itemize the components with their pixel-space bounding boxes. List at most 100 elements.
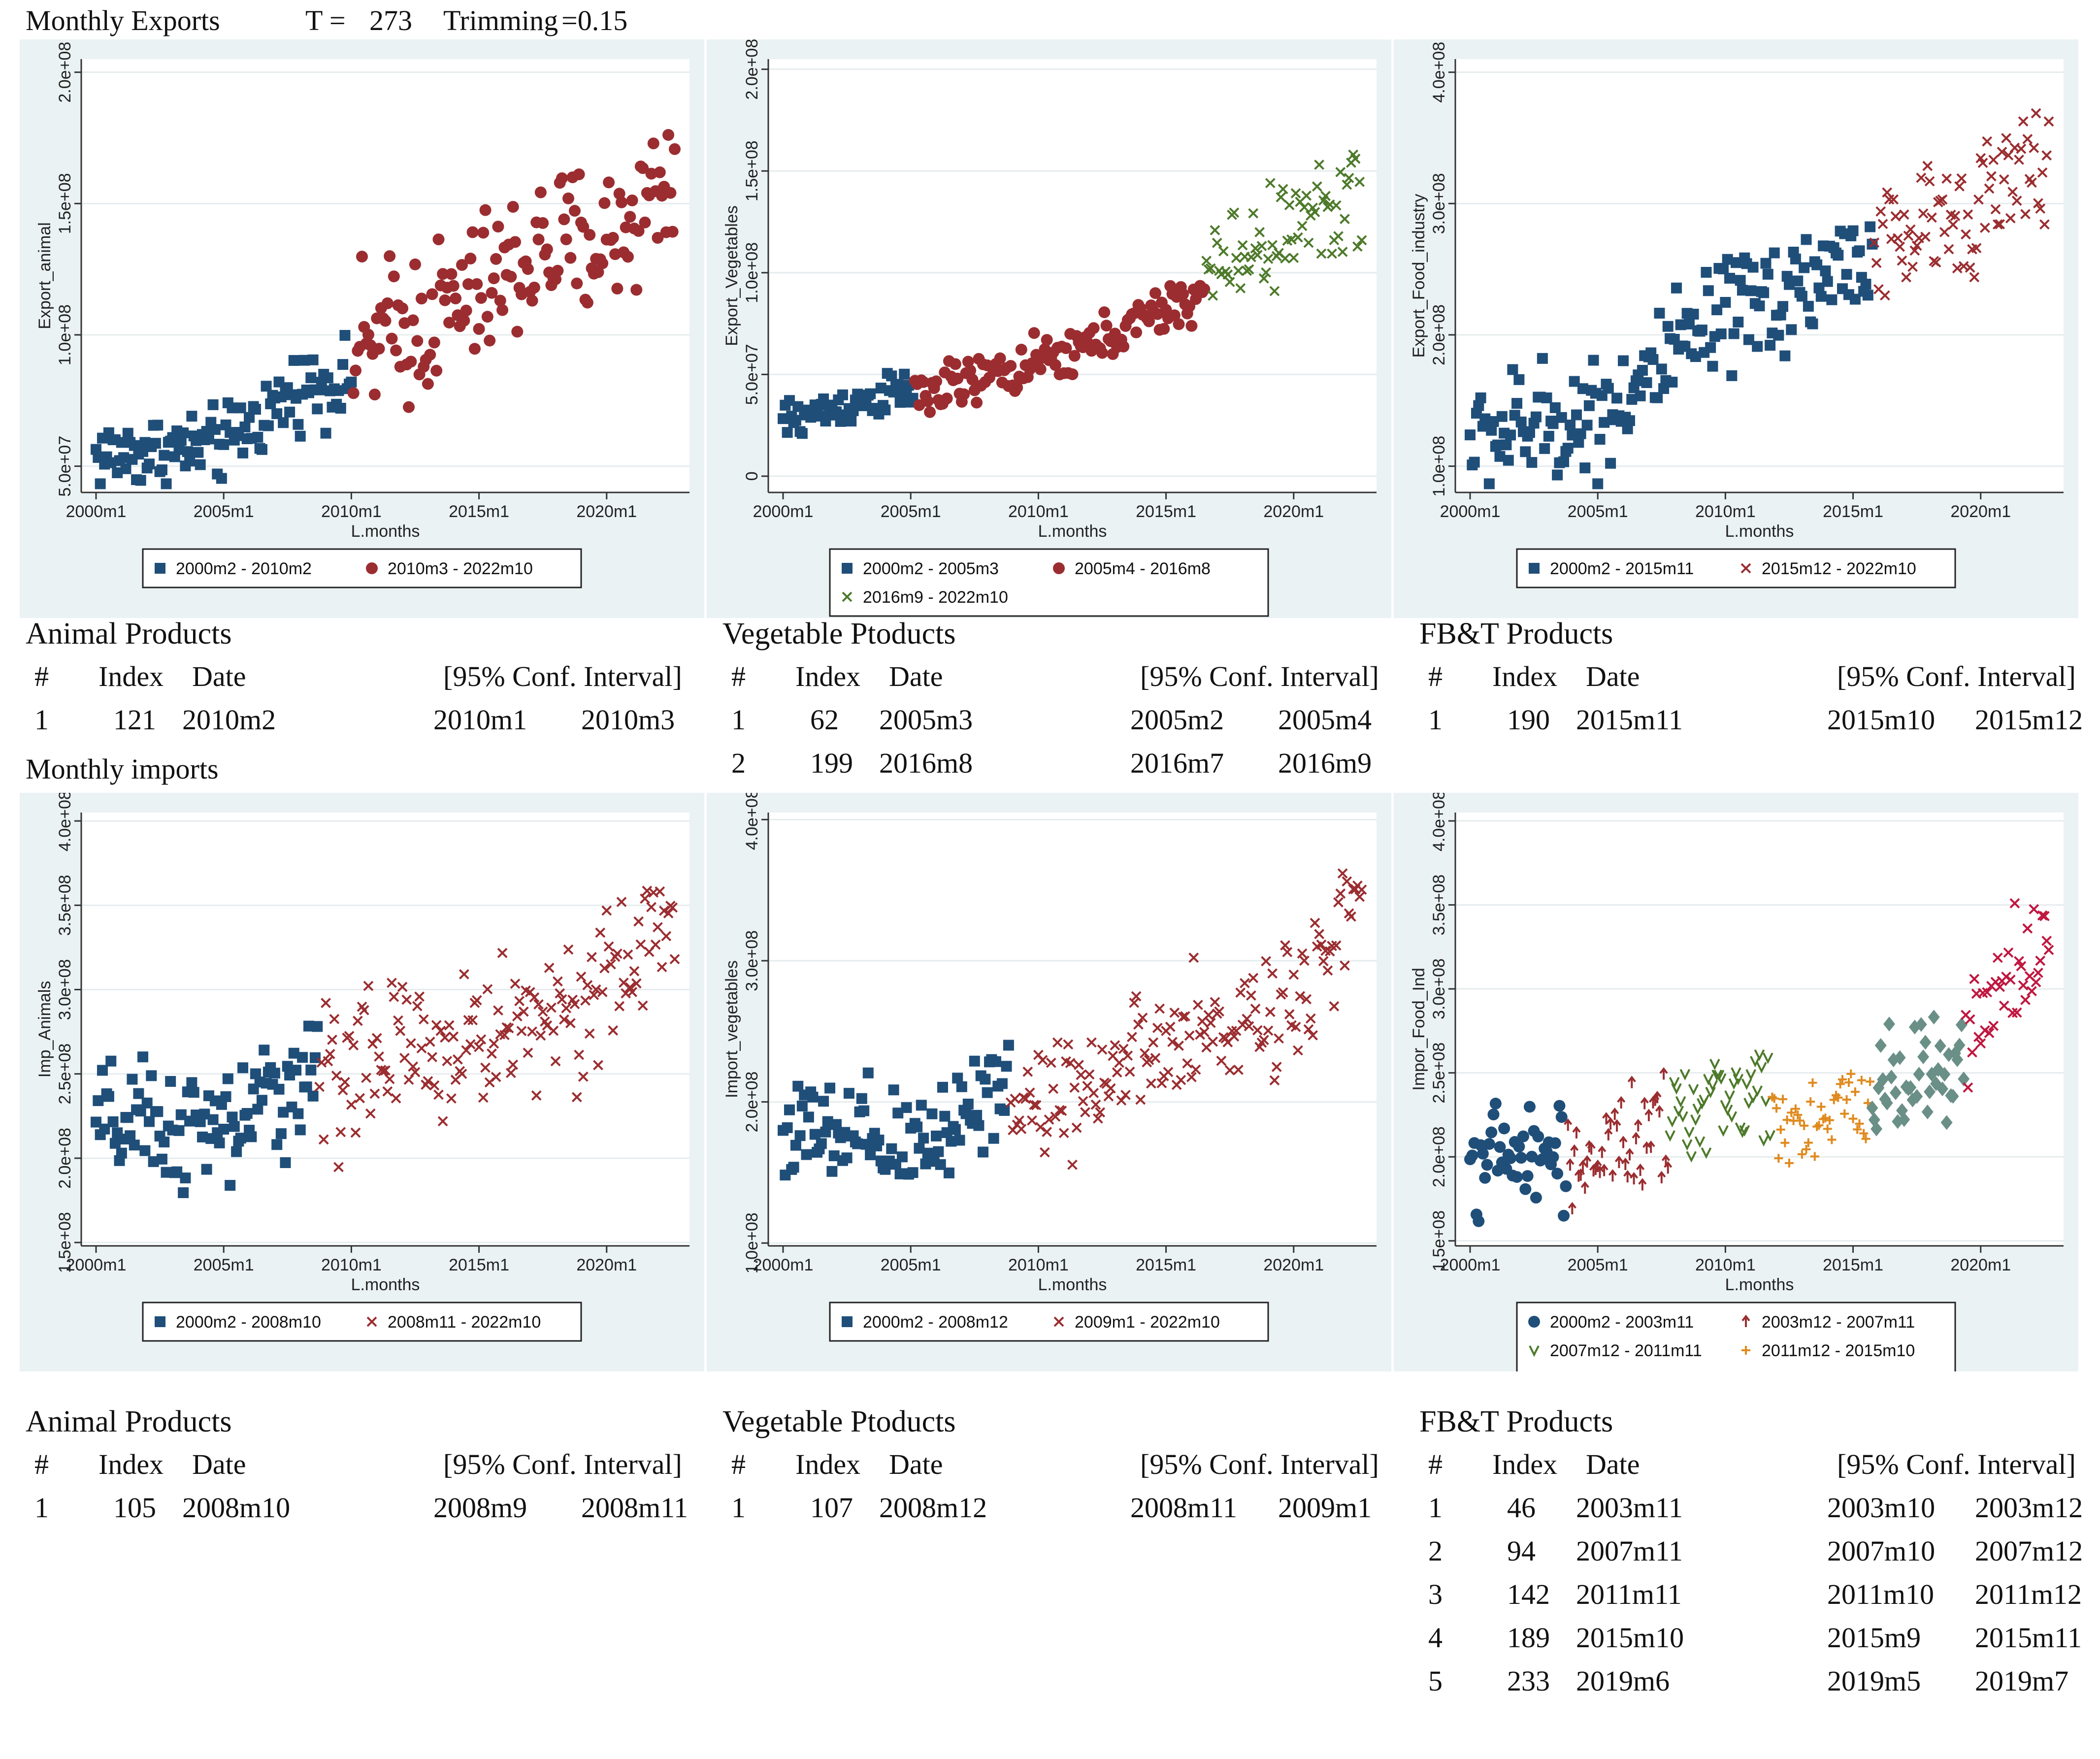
data-point [161,478,172,489]
data-point [561,1003,572,1013]
data-point [390,344,402,357]
data-point [1857,1075,1866,1085]
legend-marker [1529,1345,1540,1357]
data-point [1570,1144,1579,1157]
data-point [1354,176,1365,187]
data-point [312,1021,323,1032]
table-header: Index [98,660,164,692]
data-point [423,1076,433,1087]
data-point [1791,1104,1800,1113]
data-point [1267,240,1278,251]
data-point [1705,1086,1716,1099]
data-point [1562,443,1574,454]
data-points [1464,898,2054,1227]
data-point [803,1111,814,1123]
data-point [587,952,597,962]
data-point [450,293,462,305]
data-point [1801,234,1812,245]
data-point [1953,1038,1966,1053]
data-point [1331,200,1342,211]
data-point [1772,1104,1781,1113]
data-point [1096,347,1108,359]
data-point [425,1037,435,1047]
data-point [1735,275,1746,286]
data-point [475,292,487,304]
table-title: Animal Products [26,617,232,651]
data-point [1918,208,1929,219]
data-points [91,885,680,1199]
data-point [1919,1035,1932,1050]
y-tick-label: 2.0e+08 [56,1128,74,1189]
y-axis-title: Imp_Animals [35,981,54,1078]
data-point [655,886,665,897]
data-point [465,1039,476,1049]
data-point [1356,884,1367,895]
data-point [1031,1100,1042,1110]
data-point [1517,1130,1529,1142]
data-point [2022,923,2033,934]
data-point [1316,248,1327,259]
data-point [1718,1125,1729,1137]
table-header: [95% Conf. Interval] [443,1448,682,1480]
data-point [129,440,140,451]
data-point [1067,1159,1078,1170]
data-point [1961,229,1971,240]
table-cell: 142 [1507,1578,1550,1610]
data-point [596,257,609,269]
data-point [1235,283,1246,293]
table-cell: 2007m11 [1576,1535,1683,1567]
data-point [1127,1032,1137,1042]
data-point [937,1081,948,1093]
data-point [2020,995,2031,1005]
data-point [327,1035,337,1045]
data-point [1284,200,1295,210]
data-point [1465,429,1476,441]
data-point [1795,1116,1805,1125]
data-point [1015,344,1027,356]
table-cell: 199 [810,747,853,779]
data-point [605,959,616,970]
data-point [120,463,131,474]
data-point [1841,269,1852,280]
data-point [1156,1078,1167,1089]
data-point [1065,1058,1076,1069]
data-point [1265,1007,1276,1017]
data-point [571,1092,582,1103]
data-point [381,297,394,309]
data-point [1299,202,1310,213]
data-point [632,225,645,237]
data-point [1292,232,1303,243]
data-point [1250,1004,1261,1014]
chart-export-food: 1.0e+08 2.0e+08 3.0e+08 4.0e+08 2000m1 2005m1… [1394,39,2078,618]
data-point [437,268,449,280]
data-point [1802,1144,1811,1154]
data-point [558,1014,569,1025]
data-point [197,1131,208,1142]
data-point [1778,1095,1788,1104]
x-tick-label: 2010m1 [1008,1256,1069,1274]
data-point [516,1026,527,1037]
y-tick-label: 2.0e+08 [56,42,74,103]
data-point [1552,469,1563,481]
x-tick-label: 2010m1 [321,502,382,521]
y-axis-title: Export_Food_industry [1410,194,1428,358]
data-point [471,278,483,290]
data-point [271,408,283,420]
data-point [1784,1158,1794,1168]
data-point [325,1049,335,1059]
data-point [1638,1178,1647,1191]
data-point [1941,173,1952,184]
chart-import-vegetables: 1.0e+08 2.0e+08 3.0e+08 4.0e+08 2000m1 2005m1… [707,793,1391,1371]
data-point [1952,263,1963,274]
data-point [1854,245,1865,257]
data-point [1950,211,1961,221]
x-tick-label: 2005m1 [1568,1256,1628,1274]
data-point [830,1119,842,1130]
data-point [599,963,610,974]
data-point [841,1152,853,1164]
data-point [481,311,493,323]
data-point [1995,219,2005,229]
data-point [1765,340,1776,351]
data-point [1297,221,1308,231]
table-cell: 2015m10 [1827,704,1936,736]
